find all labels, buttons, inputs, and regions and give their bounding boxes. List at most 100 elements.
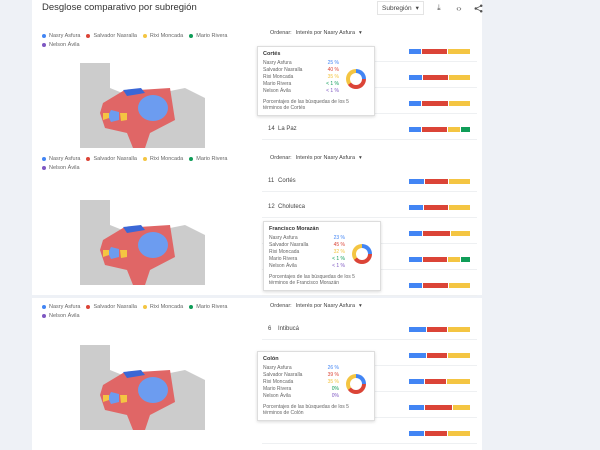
tooltip-label: Mario Rivera [263,386,292,392]
legend-item[interactable]: Salvador Nasralla [86,304,137,310]
choropleth-map[interactable] [75,58,205,148]
legend-item[interactable]: Nasry Asfura [42,156,80,162]
tooltip-value: < 1 % [332,256,345,262]
legend-label: Salvador Nasralla [93,156,137,162]
legend-label: Mario Rivera [196,304,228,310]
tooltip-label: Salvador Nasralla [263,372,303,378]
tooltip-value: 35 % [327,379,339,385]
tooltip-value: 0% [331,393,339,399]
legend-dot-icon [42,33,46,38]
tooltip-row: Nelson Ávila < 1 % [263,88,369,95]
sort-dropdown[interactable]: Ordenar: Interés por Nasry Asfura ▾ [270,30,362,36]
tooltip-row: Mario Rivera < 1 % [269,256,375,263]
donut-chart-icon [346,69,366,89]
row-rank: 14 [268,126,275,132]
row-rank: 11 [268,178,275,184]
table-row[interactable] [262,274,477,296]
legend-label: Nasry Asfura [49,33,81,39]
legend-item[interactable]: Rixi Moncada [142,33,183,39]
embed-code-icon[interactable]: ‹› [456,3,462,13]
page-title: Desglose comparativo por subregión [42,2,197,13]
caret-down-icon: ▾ [359,303,362,309]
tooltip-label: Nasry Asfura [263,60,292,66]
sort-label: Ordenar: [270,303,292,309]
legend-item[interactable]: Rixi Moncada [142,304,183,310]
legend-dot-icon [42,165,46,170]
tooltip-label: Mario Rivera [269,256,298,262]
tooltip-value: 23 % [333,235,345,241]
legend-label: Mario Rivera [196,33,228,39]
tooltip-label: Salvador Nasralla [263,67,303,73]
tooltip-label: Nelson Ávila [269,263,297,269]
share-bar [409,379,471,384]
tooltip-label: Rixi Moncada [269,249,300,255]
legend-dot-icon [189,33,194,38]
legend-dot-icon [86,156,91,161]
choropleth-map[interactable] [75,195,205,285]
tooltip-value: < 1 % [326,81,339,87]
legend-item[interactable]: Salvador Nasralla [86,156,137,162]
legend-item[interactable]: Mario Rivera [189,156,227,162]
tooltip-label: Nelson Ávila [263,88,291,94]
sort-dropdown[interactable]: Ordenar: Interés por Nasry Asfura ▾ [270,303,362,309]
legend-item[interactable]: Nasry Asfura [42,33,80,39]
tooltip-value: 35 % [327,74,339,80]
legend-dot-icon [142,156,147,161]
tooltip-title: Francisco Morazán [269,226,319,232]
sort-label: Ordenar: [270,155,292,161]
tooltip-row: Nasry Asfura 25 % [263,60,369,67]
row-rank: 6 [268,326,272,332]
sort-dropdown[interactable]: Ordenar: Interés por Nasry Asfura ▾ [270,155,362,161]
tooltip-row: Nelson Ávila 0% [263,393,369,400]
share-bar [409,353,471,358]
share-icon[interactable] [474,3,484,13]
legend-dot-icon [42,313,46,318]
table-row[interactable]: 11 Cortés [262,170,477,192]
tooltip-row: Rixi Moncada 35 % [263,74,369,81]
legend-dot-icon [189,156,194,161]
sort-label: Ordenar: [270,30,292,36]
donut-chart-icon [346,374,366,394]
legend-item[interactable]: Salvador Nasralla [86,33,137,39]
share-bar [409,405,471,410]
region-select-label: Subregión [382,4,412,12]
choropleth-map[interactable] [75,340,205,430]
tooltip-value: 25 % [327,60,339,66]
download-icon[interactable]: ⤓ [437,3,441,12]
caret-down-icon: ▾ [359,30,362,36]
row-name: Intibucá [278,326,300,332]
tooltip-row: Mario Rivera 0% [263,386,369,393]
legend-dot-icon [42,42,46,47]
tooltip-value: < 1 % [332,263,345,269]
table-row[interactable]: 6 Intibucá [262,318,477,340]
legend-item[interactable]: Nelson Ávila [42,42,80,48]
legend-label: Nelson Ávila [49,165,80,171]
sort-value: Interés por Nasry Asfura [295,155,356,161]
table-row[interactable]: 12 Choluteca [262,196,477,218]
share-bar [409,127,471,132]
tooltip-title: Cortés [263,51,281,57]
tooltip-row: Salvador Nasralla 45 % [269,242,375,249]
region-select[interactable]: Subregión ▾ [377,1,424,15]
legend-item[interactable]: Nasry Asfura [42,304,80,310]
tooltip-row: Nasry Asfura 23 % [269,235,375,242]
tooltip-row: Nasry Asfura 26 % [263,365,369,372]
tooltip-label: Nelson Ávila [263,393,291,399]
legend-label: Nelson Ávila [49,42,80,48]
tooltip-label: Rixi Moncada [263,74,294,80]
legend-label: Nasry Asfura [49,156,81,162]
legend-item[interactable]: Mario Rivera [189,304,227,310]
legend: Nasry Asfura Salvador Nasralla Rixi Moncad… [42,32,262,50]
tooltip-row: Salvador Nasralla 39 % [263,372,369,379]
table-row[interactable]: 14 La Paz [262,118,477,140]
table-row[interactable] [262,422,477,444]
sort-value: Interés por Nasry Asfura [295,30,356,36]
legend-item[interactable]: Nelson Ávila [42,165,80,171]
legend-dot-icon [86,33,91,38]
legend-item[interactable]: Nelson Ávila [42,313,80,319]
legend-item[interactable]: Rixi Moncada [142,156,183,162]
region-tooltip: Colón Nasry Asfura 26 % Salvador Nasralla 39… [257,351,375,421]
legend-dot-icon [42,304,46,309]
share-bar [409,283,471,288]
legend-item[interactable]: Mario Rivera [189,33,227,39]
